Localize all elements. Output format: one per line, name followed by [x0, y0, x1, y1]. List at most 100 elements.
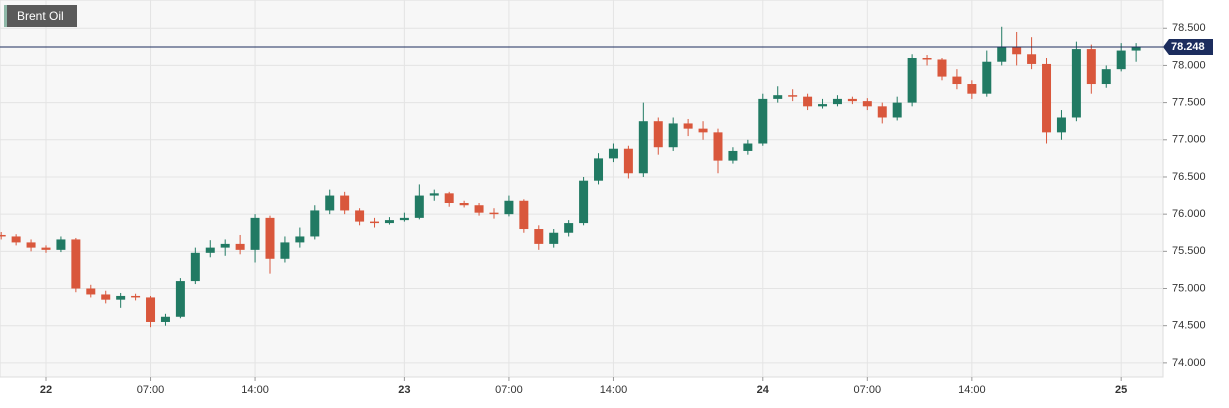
candle-body	[519, 200, 529, 230]
x-tick-label: 14:00	[600, 384, 628, 396]
y-tick-label: 74.000	[1172, 357, 1206, 369]
candle-body	[758, 98, 768, 144]
candle-body	[982, 61, 992, 94]
candle-body	[101, 294, 111, 300]
candle-body	[594, 158, 604, 181]
candle-body	[310, 210, 320, 237]
candle-body	[743, 143, 753, 151]
candle-body	[1012, 46, 1022, 55]
x-tick-label: 07:00	[137, 384, 165, 396]
candle-body	[1071, 49, 1081, 118]
y-tick-label: 76.500	[1172, 171, 1206, 183]
candle-body	[623, 148, 633, 174]
candle-body	[549, 232, 559, 244]
candle-body	[71, 239, 81, 289]
candle-body	[1116, 50, 1126, 70]
candle-body	[429, 193, 439, 196]
candle-body	[250, 217, 260, 250]
candle-body	[1042, 63, 1052, 133]
candle-body	[190, 252, 200, 282]
candle-body	[399, 217, 409, 221]
x-tick-label: 14:00	[958, 384, 986, 396]
candle-body	[1101, 69, 1111, 85]
x-tick-label: 23	[398, 384, 410, 396]
candle-body	[534, 229, 544, 244]
candle-body	[474, 205, 484, 213]
candle-body	[877, 106, 887, 118]
candle-body	[295, 236, 305, 243]
x-tick-label: 22	[40, 384, 52, 396]
candle-body	[340, 195, 350, 211]
y-tick-label: 75.500	[1172, 245, 1206, 257]
x-tick-label: 07:00	[854, 384, 882, 396]
candle-body	[384, 220, 394, 224]
candle-body	[205, 247, 215, 253]
candle-body	[1086, 49, 1096, 85]
candle-body	[86, 288, 96, 295]
candle-body	[653, 121, 663, 148]
candle-body	[325, 195, 335, 211]
candle-body	[728, 150, 738, 161]
last-price-tag	[1163, 38, 1213, 55]
candle-body	[56, 239, 66, 250]
candle-body	[937, 59, 947, 77]
candle-body	[579, 180, 589, 224]
y-tick-label: 76.000	[1172, 208, 1206, 220]
candle-body	[564, 223, 574, 233]
candle-body	[41, 247, 51, 250]
title-box: Brent Oil	[4, 5, 77, 27]
x-tick-label: 14:00	[241, 384, 269, 396]
candle-body	[832, 98, 842, 105]
candle-body	[952, 76, 962, 85]
candle-body	[818, 104, 828, 107]
candle-body	[922, 58, 932, 60]
candle-body	[698, 128, 708, 133]
candle-body	[608, 148, 618, 159]
title-stripe	[4, 5, 7, 27]
candle-body	[892, 102, 902, 118]
x-tick-label: 25	[1115, 384, 1127, 396]
candle-body	[265, 217, 275, 259]
candle-body	[907, 58, 917, 103]
candle-body	[803, 96, 813, 107]
candle-body	[683, 123, 693, 129]
candle-body	[26, 242, 36, 248]
candle-body	[444, 193, 454, 203]
candle-body	[997, 46, 1007, 62]
candle-body	[0, 234, 6, 237]
candle-body	[160, 316, 170, 322]
candle-body	[116, 295, 126, 300]
candle-body	[1056, 117, 1066, 133]
chart-title: Brent Oil	[17, 9, 64, 23]
candle-body	[504, 200, 514, 215]
candle-body	[489, 212, 499, 215]
candle-body	[131, 295, 141, 298]
candle-body	[280, 242, 290, 259]
x-tick-label: 07:00	[495, 384, 523, 396]
y-tick-label: 77.000	[1172, 134, 1206, 146]
title-bg	[4, 5, 77, 27]
candle-body	[370, 221, 380, 224]
candle-body	[638, 121, 648, 174]
y-tick-label: 74.500	[1172, 320, 1206, 332]
candle-body	[175, 281, 185, 317]
last-price-label: 78.248	[1171, 41, 1205, 53]
y-tick-label: 78.000	[1172, 59, 1206, 71]
candle-body	[847, 98, 857, 102]
candle-body	[459, 203, 469, 206]
y-tick-label: 75.000	[1172, 282, 1206, 294]
x-tick-label: 24	[757, 384, 770, 396]
candle-body	[355, 210, 365, 222]
candle-body	[146, 297, 156, 322]
candle-body	[11, 236, 21, 243]
candle-body	[1027, 54, 1037, 64]
candle-body	[1131, 46, 1141, 51]
candle-body	[220, 243, 230, 248]
candle-body	[713, 132, 723, 161]
candle-body	[862, 101, 872, 107]
candle-body	[967, 84, 977, 94]
y-tick-label: 77.500	[1172, 97, 1206, 109]
candle-body	[773, 95, 783, 99]
candle-body	[788, 95, 798, 97]
